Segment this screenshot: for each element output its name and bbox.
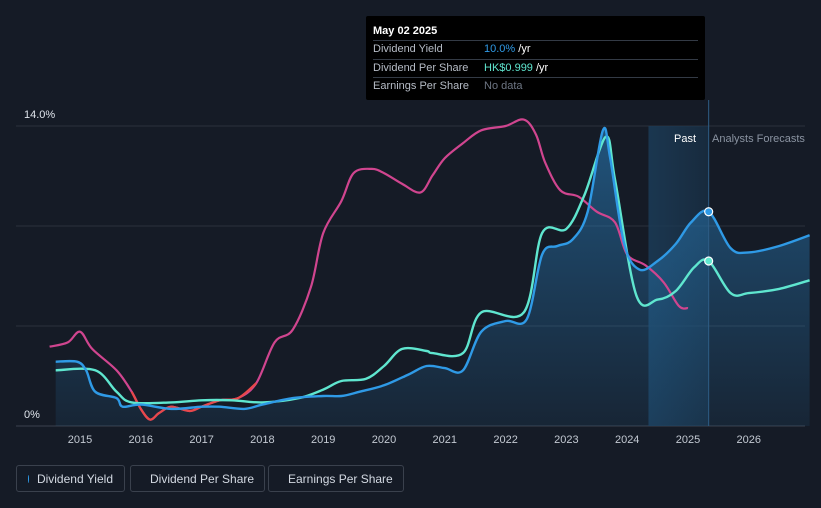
dividend-yield-area [55,127,810,426]
legend-dot-icon [28,474,29,483]
x-axis-tick-label: 2025 [676,434,700,446]
forecast-label: Analysts Forecasts [712,133,805,145]
tooltip-row-dividend-yield: Dividend Yield 10.0% /yr [373,40,698,59]
tooltip: May 02 2025 Dividend Yield 10.0% /yr Div… [366,16,705,100]
dividend-yield-line [55,126,810,411]
tooltip-value: No data [484,80,523,92]
tooltip-value: HK$0.999 [484,61,533,74]
x-axis-tick-label: 2022 [493,434,517,446]
legend-label: Earnings Per Share [288,471,393,486]
markers [704,207,714,266]
tooltip-row-dividend-per-share: Dividend Per Share HK$0.999 /yr [373,58,698,78]
x-axis-tick-label: 2020 [372,434,396,446]
x-axis-labels: 2015 2016 2017 2018 2019 2020 2021 2022 2023 2024… [68,434,761,446]
dividend-per-share-line [55,135,810,405]
legend-item-dividend-yield[interactable]: Dividend Yield [16,465,125,492]
tooltip-label: Dividend Per Share [373,61,469,74]
legend-label: Dividend Per Share [150,471,255,486]
x-axis-tick-label: 2019 [311,434,335,446]
tooltip-value: 10.0% [484,43,516,55]
legend-label: Dividend Yield [36,471,113,486]
x-axis-tick-label: 2026 [737,434,761,446]
dividend-per-share-marker [704,256,714,266]
x-axis-tick-label: 2024 [615,434,639,446]
legend-item-earnings-per-share[interactable]: Earnings Per Share [268,465,404,492]
series-layer [49,118,810,421]
tooltip-unit: /yr [515,43,531,55]
x-axis-tick-label: 2023 [554,434,578,446]
x-axis-tick-label: 2021 [433,434,457,446]
tooltip-row-earnings-per-share: Earnings Per Share No data [373,77,698,96]
x-axis-tick-label: 2016 [129,434,153,446]
legend-item-dividend-per-share[interactable]: Dividend Per Share [130,465,265,492]
y-axis-label-top: 14.0% [24,109,55,121]
x-axis-tick-label: 2015 [68,434,92,446]
tooltip-unit: /yr [532,61,549,74]
y-axis-labels: 14.0% 0% [24,109,55,421]
x-axis-tick-label: 2018 [250,434,274,446]
past-label: Past [674,133,696,145]
tooltip-date: May 02 2025 [373,25,438,37]
area-layer [55,127,810,426]
tooltip-label: Dividend Yield [373,43,443,55]
tooltip-label: Earnings Per Share [373,80,469,92]
y-axis-label-bottom: 0% [24,409,40,421]
x-axis-tick-label: 2017 [189,434,213,446]
dividend-yield-marker [704,207,714,217]
